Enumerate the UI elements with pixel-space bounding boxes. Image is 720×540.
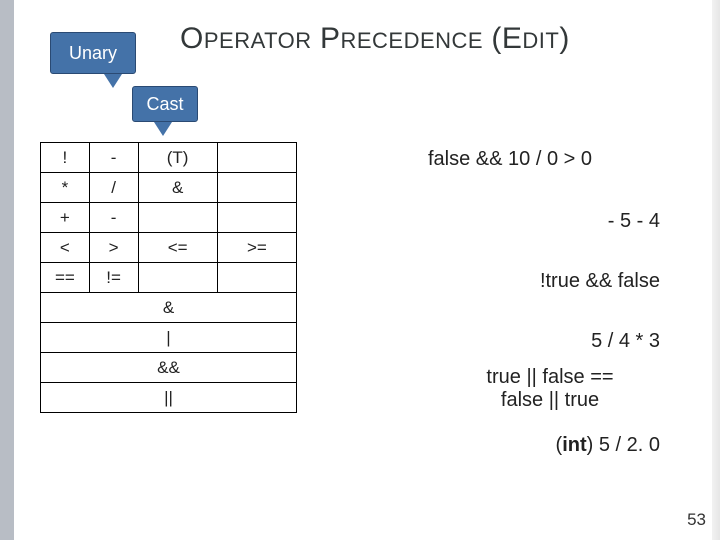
expression-4: 5 / 4 * 3: [591, 330, 660, 353]
cell: [217, 143, 296, 173]
expr5-line1: true || false ==: [486, 366, 613, 388]
cell: &: [41, 293, 297, 323]
cell: (T): [138, 143, 217, 173]
expression-2: - 5 - 4: [608, 210, 660, 233]
table-row: &: [41, 293, 297, 323]
expression-5: true || false == false || true: [440, 366, 660, 412]
cast-box: Cast: [132, 86, 198, 122]
expr5-line2: false || true: [501, 389, 599, 411]
table-row: * / &: [41, 173, 297, 203]
cell: !: [41, 143, 90, 173]
expression-6: (int) 5 / 2. 0: [556, 434, 660, 457]
table-row: &&: [41, 353, 297, 383]
right-edge: [712, 0, 720, 540]
cell: &&: [41, 353, 297, 383]
table-row: ! - (T): [41, 143, 297, 173]
table-row: == !=: [41, 263, 297, 293]
cell: &: [138, 173, 217, 203]
cell: [138, 263, 217, 293]
connector-cast: [154, 122, 172, 136]
expr6-rest: ) 5 / 2. 0: [587, 434, 660, 456]
cell: [138, 203, 217, 233]
cell: -: [89, 143, 138, 173]
page-number: 53: [687, 510, 706, 530]
table-row: + -: [41, 203, 297, 233]
cell: ==: [41, 263, 90, 293]
cell: <: [41, 233, 90, 263]
cell: [217, 173, 296, 203]
cell: >: [89, 233, 138, 263]
page-title: OPERATOR PRECEDENCE (EDIT): [180, 22, 570, 56]
cell: >=: [217, 233, 296, 263]
cell: [217, 263, 296, 293]
expression-3: !true && false: [540, 270, 660, 293]
cell: *: [41, 173, 90, 203]
cell: +: [41, 203, 90, 233]
expr6-bold: int: [562, 434, 586, 456]
cell: !=: [89, 263, 138, 293]
expression-1: false && 10 / 0 > 0: [380, 148, 640, 171]
table-row: |: [41, 323, 297, 353]
cell: <=: [138, 233, 217, 263]
cell: |: [41, 323, 297, 353]
table-row: ||: [41, 383, 297, 413]
table-row: < > <= >=: [41, 233, 297, 263]
cell: [217, 203, 296, 233]
connector-unary: [104, 74, 122, 88]
precedence-table: ! - (T) * / & + - < > <= >= == != & | &&…: [40, 142, 297, 413]
cell: /: [89, 173, 138, 203]
unary-box: Unary: [50, 32, 136, 74]
left-sidebar: [0, 0, 14, 540]
cell: -: [89, 203, 138, 233]
cell: ||: [41, 383, 297, 413]
